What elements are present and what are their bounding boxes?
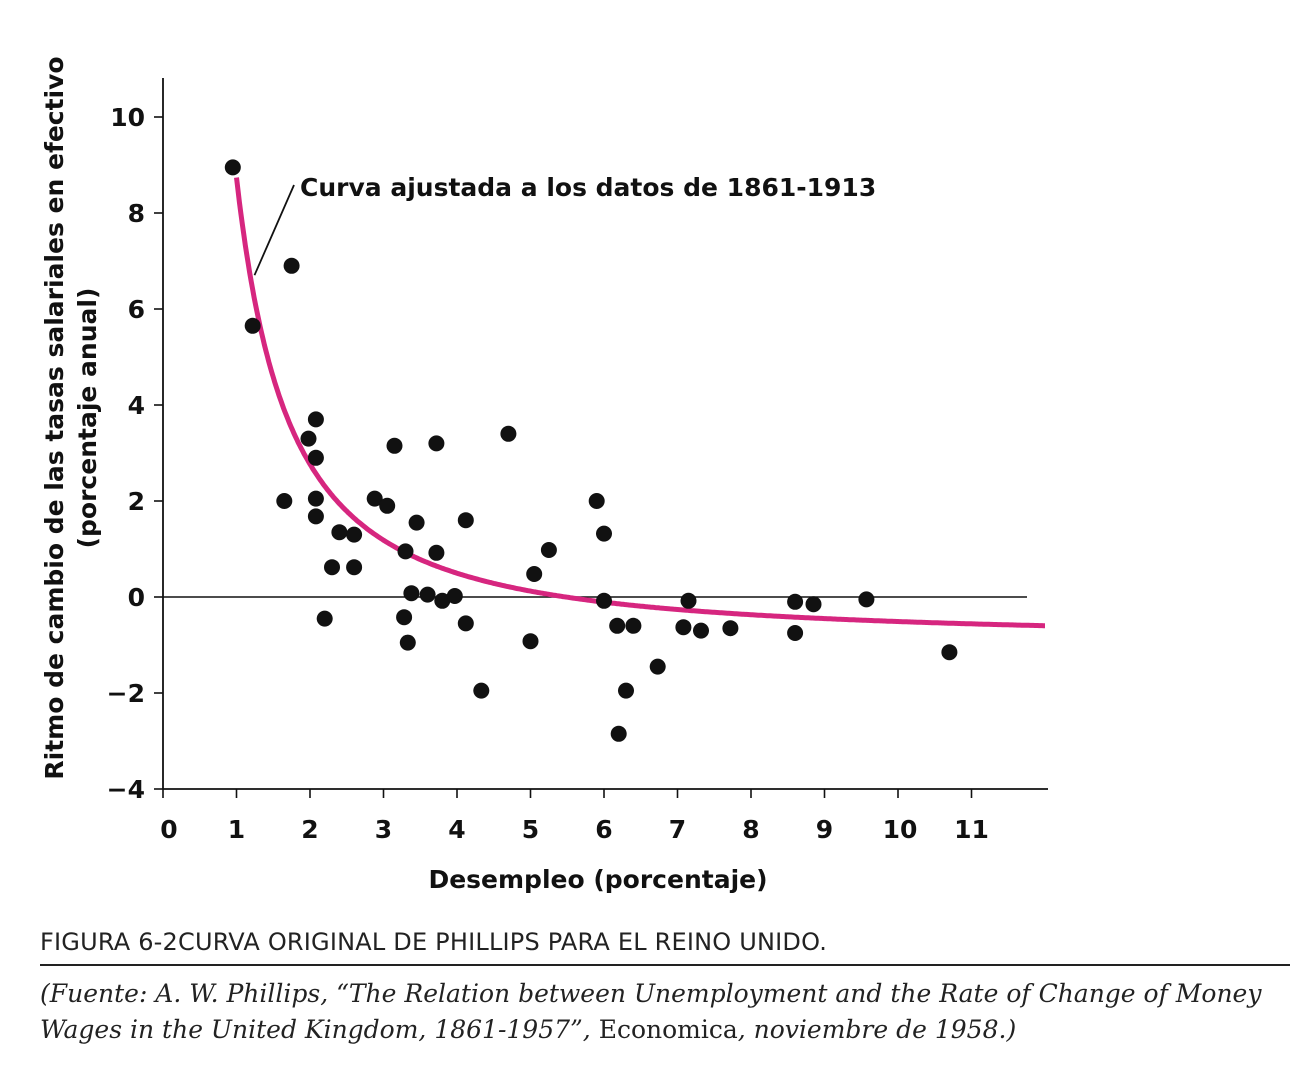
x-tick-label: 1	[228, 815, 245, 844]
data-point	[276, 493, 293, 509]
data-point	[379, 497, 396, 514]
x-tick-label: 8	[742, 815, 759, 844]
data-point	[457, 512, 474, 529]
data-point	[307, 508, 324, 525]
data-point	[331, 524, 348, 541]
data-point	[500, 425, 517, 442]
data-point	[399, 634, 416, 651]
x-tick-label: 5	[522, 815, 539, 844]
data-point	[675, 619, 692, 636]
data-point	[397, 543, 414, 560]
fitted-curve	[234, 177, 1045, 629]
data-point	[680, 592, 697, 609]
x-tick-label: 4	[448, 815, 465, 844]
y-tick-label: 4	[128, 391, 145, 420]
data-point	[596, 525, 612, 542]
data-points	[224, 159, 958, 742]
x-tick-label: 6	[595, 815, 612, 844]
data-point	[244, 317, 261, 334]
data-point	[366, 490, 383, 507]
x-tick-label: 10	[883, 815, 918, 844]
data-point	[588, 493, 605, 509]
data-point	[618, 682, 634, 699]
data-point	[386, 437, 403, 454]
data-point	[526, 566, 543, 582]
tick-labels: 0 1 2 3 4 5 6 7 8 9 10 11 10 8 6 4 2 0 −2 −4	[107, 103, 989, 844]
data-point	[457, 615, 474, 632]
y-axis-subtitle: (porcentaje anual)	[73, 288, 102, 549]
data-point	[419, 586, 436, 603]
data-point	[596, 592, 612, 609]
data-point	[787, 593, 804, 610]
data-point	[625, 617, 642, 634]
data-point	[540, 542, 557, 558]
phillips-curve-chart: 0 1 2 3 4 5 6 7 8 9 10 11 10 8 6 4 2 0 −2 −4 Curva ajustada…	[40, 56, 1048, 894]
data-point	[693, 622, 709, 639]
y-tick-label: 0	[128, 583, 145, 612]
y-tick-label: 8	[128, 199, 145, 228]
figure-caption: FIGURA 6-2CURVA ORIGINAL DE PHILLIPS PAR…	[40, 928, 1290, 956]
data-point	[408, 514, 425, 531]
data-point	[610, 725, 627, 742]
data-point	[346, 526, 363, 543]
y-tick-label: 10	[110, 103, 145, 132]
y-tick-label: 2	[128, 487, 145, 516]
data-point	[403, 585, 420, 602]
y-tick-label: −4	[107, 775, 145, 804]
data-point	[307, 449, 324, 466]
data-point	[609, 617, 626, 634]
data-point	[283, 257, 300, 274]
annotation-group: Curva ajustada a los datos de 1861-1913	[253, 173, 876, 276]
x-tick-label: 7	[669, 815, 686, 844]
data-point	[858, 591, 875, 608]
data-point	[316, 610, 333, 627]
data-point	[787, 625, 804, 641]
data-point	[324, 559, 340, 576]
data-point	[446, 588, 463, 604]
data-point	[428, 544, 445, 561]
x-tick-label: 3	[375, 815, 392, 844]
source-journal: Economica	[598, 1015, 738, 1044]
y-axis-title-group: Ritmo de cambio de las tasas salariales …	[40, 56, 102, 779]
data-point	[224, 159, 241, 176]
data-point	[307, 411, 324, 428]
fitted-curve-group	[234, 177, 1045, 629]
x-axis-title: Desempleo (porcentaje)	[428, 865, 767, 894]
data-point	[396, 609, 413, 626]
source-text-1: (Fuente: A. W. Phillips, “The Relation b…	[40, 979, 1262, 1044]
data-point	[300, 430, 317, 447]
data-point	[428, 435, 445, 452]
data-point	[307, 490, 324, 507]
data-point	[473, 682, 490, 699]
x-tick-label: 11	[954, 815, 989, 844]
data-point	[346, 559, 363, 576]
curve-annotation: Curva ajustada a los datos de 1861-1913	[300, 173, 876, 202]
x-tick-label: 9	[816, 815, 833, 844]
data-point	[434, 592, 451, 609]
data-point	[941, 644, 958, 661]
y-tick-label: 6	[128, 295, 145, 324]
source-note: (Fuente: A. W. Phillips, “The Relation b…	[40, 976, 1290, 1048]
x-tick-label: 0	[160, 815, 177, 844]
caption-divider	[40, 964, 1290, 966]
data-point	[722, 620, 739, 637]
figure-title: CURVA ORIGINAL DE PHILLIPS PARA EL REINO…	[178, 928, 828, 956]
data-point	[649, 658, 666, 675]
figure-number: FIGURA 6-2	[40, 928, 178, 956]
x-tick-label: 2	[301, 815, 318, 844]
y-axis-title: Ritmo de cambio de las tasas salariales …	[40, 56, 69, 779]
source-text-2: , noviembre de 1958.)	[737, 1015, 1017, 1044]
data-point	[805, 596, 822, 613]
annotation-leader-line	[253, 184, 295, 276]
y-tick-label: −2	[107, 679, 145, 708]
data-point	[522, 633, 539, 650]
tick-marks	[154, 116, 973, 798]
